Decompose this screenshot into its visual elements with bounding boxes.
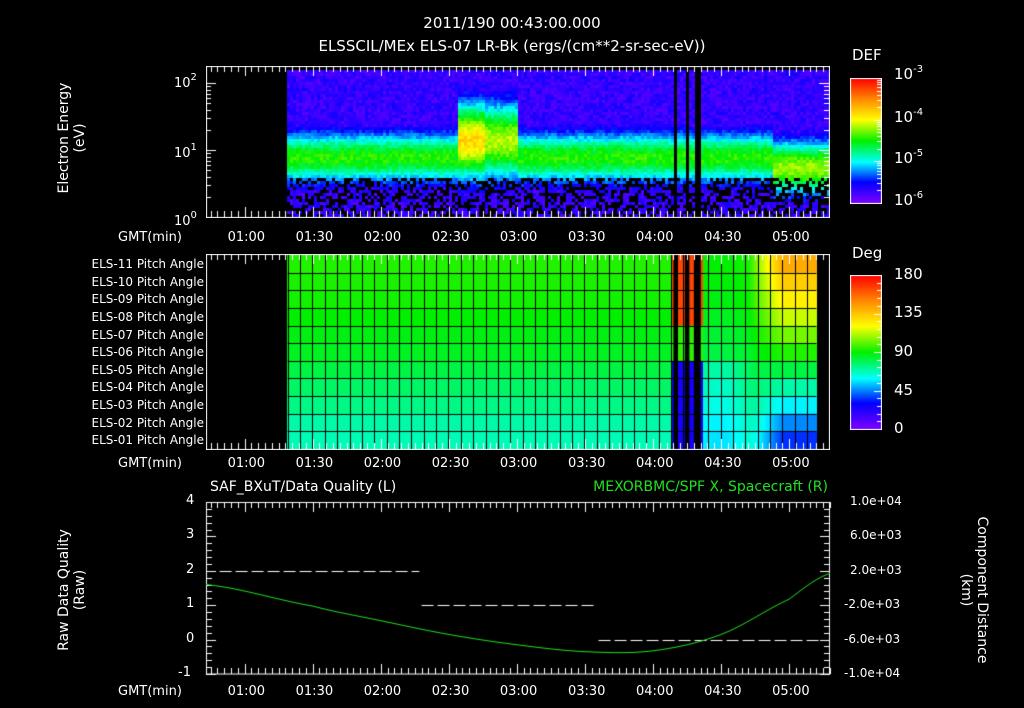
distance-ylabel-line2: (km) xyxy=(958,573,974,607)
x-tick-label: 03:30 xyxy=(567,456,606,471)
quality-distance-plot xyxy=(200,496,840,686)
quality-title: SAF_BXuT/Data Quality (L) xyxy=(210,479,397,495)
quality-ytick-label: 3 xyxy=(186,527,195,543)
energy-spectrogram xyxy=(206,66,830,218)
def-label-1e-5: 10-5 xyxy=(894,148,924,167)
x-tick-label: 01:00 xyxy=(227,230,266,245)
x-tick-label: 02:30 xyxy=(431,230,470,245)
distance-ytick-label: 2.0e+03 xyxy=(850,562,902,577)
energy-ylabel-line1: Electron Energy xyxy=(56,82,72,194)
x-tick-label: 02:00 xyxy=(363,230,402,245)
pitch-angle-row-label: ELS-02 Pitch Angle xyxy=(91,415,204,430)
quality-ytick-label: 0 xyxy=(186,630,195,646)
distance-ylabel: Component Distance (km) xyxy=(958,500,990,680)
x-tick-label: 01:00 xyxy=(227,684,266,699)
quality-ytick-label: 2 xyxy=(186,561,195,577)
spacecraft-title: MEXORBMC/SPF X, Spacecraft (R) xyxy=(593,479,828,495)
x-tick-label: 04:30 xyxy=(704,684,742,699)
x-axis-label-3: GMT(min) xyxy=(118,684,182,699)
x-tick-label: 02:00 xyxy=(363,684,402,699)
deg-label-180: 180 xyxy=(894,265,923,283)
deg-colorbar-title: Deg xyxy=(852,244,883,262)
x-tick-label: 01:00 xyxy=(227,456,266,471)
deg-label-45: 45 xyxy=(894,381,914,399)
quality-ytick-label: -1 xyxy=(178,665,191,680)
energy-ytick-100: 102 xyxy=(174,72,197,91)
x-tick-label: 04:30 xyxy=(704,230,742,245)
distance-ylabel-line1: Component Distance xyxy=(974,516,990,664)
x-tick-label: 02:30 xyxy=(431,684,470,699)
energy-ylabel: Electron Energy (eV) xyxy=(56,68,88,208)
pitch-angle-row-label: ELS-03 Pitch Angle xyxy=(91,398,204,413)
x-tick-label: 04:30 xyxy=(704,456,742,471)
distance-ytick-label: -1.0e+04 xyxy=(844,666,901,680)
quality-ytick-label: 1 xyxy=(186,596,195,612)
x-tick-label: 03:00 xyxy=(499,230,538,245)
x-tick-label: 05:00 xyxy=(772,684,810,699)
distance-ytick-label: -2.0e+03 xyxy=(844,597,901,612)
pitch-angle-row-label: ELS-09 Pitch Angle xyxy=(91,292,204,307)
x-tick-label: 01:30 xyxy=(295,456,334,471)
x-tick-label: 01:30 xyxy=(295,684,334,699)
x-tick-label: 05:00 xyxy=(772,456,810,471)
x-tick-label: 03:30 xyxy=(567,230,606,245)
def-colorbar-title: DEF xyxy=(852,46,882,64)
quality-ylabel-line2: (Raw) xyxy=(72,569,88,611)
deg-label-90: 90 xyxy=(894,342,914,360)
deg-colorbar xyxy=(850,275,882,430)
x-tick-label: 01:30 xyxy=(295,230,334,245)
def-label-1e-6: 10-6 xyxy=(894,190,924,209)
x-axis-label-2: GMT(min) xyxy=(118,456,182,471)
pitch-angle-row-label: ELS-07 Pitch Angle xyxy=(91,327,204,342)
distance-ytick-label: -6.0e+03 xyxy=(844,631,901,646)
x-tick-label: 04:00 xyxy=(636,684,674,699)
x-tick-label: 02:30 xyxy=(431,456,470,471)
pitch-angle-row-label: ELS-06 Pitch Angle xyxy=(91,345,204,360)
pitch-angle-row-label: ELS-10 Pitch Angle xyxy=(91,274,204,289)
x-tick-label: 04:00 xyxy=(636,456,674,471)
energy-ytick-1: 100 xyxy=(174,210,197,229)
x-axis-label-1: GMT(min) xyxy=(118,230,182,245)
def-colorbar xyxy=(850,78,882,204)
quality-ytick-label: 4 xyxy=(186,493,195,508)
pitch-angle-row-label: ELS-08 Pitch Angle xyxy=(91,309,204,324)
energy-ytick-10: 101 xyxy=(174,142,197,161)
pitch-angle-row-label: ELS-05 Pitch Angle xyxy=(91,362,204,377)
deg-label-0: 0 xyxy=(894,419,904,437)
plot-subtitle: ELSSCIL/MEx ELS-07 LR-Bk (ergs/(cm**2-sr… xyxy=(318,37,706,55)
def-label-1e-3: 10-3 xyxy=(894,64,924,83)
x-tick-label: 03:00 xyxy=(499,684,538,699)
x-tick-label: 03:30 xyxy=(567,684,606,699)
deg-label-135: 135 xyxy=(894,303,923,321)
distance-ytick-label: 6.0e+03 xyxy=(850,528,902,543)
pitch-angle-row-label: ELS-01 Pitch Angle xyxy=(91,433,204,448)
pitch-angle-row-label: ELS-11 Pitch Angle xyxy=(91,257,204,271)
x-tick-label: 05:00 xyxy=(772,230,810,245)
quality-ylabel: Raw Data Quality (Raw) xyxy=(56,500,88,680)
x-tick-label: 04:00 xyxy=(636,230,674,245)
energy-ylabel-line2: (eV) xyxy=(72,123,88,153)
pitch-angle-plot xyxy=(206,254,830,450)
distance-ytick-label: 1.0e+04 xyxy=(850,494,902,508)
pitch-angle-row-label: ELS-04 Pitch Angle xyxy=(91,380,204,395)
x-tick-label: 02:00 xyxy=(363,456,402,471)
quality-ylabel-line1: Raw Data Quality xyxy=(56,529,72,651)
plot-timestamp: 2011/190 00:43:00.000 xyxy=(423,14,601,32)
def-label-1e-4: 10-4 xyxy=(894,107,924,126)
x-tick-label: 03:00 xyxy=(499,456,538,471)
